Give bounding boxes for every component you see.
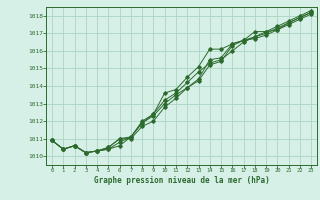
X-axis label: Graphe pression niveau de la mer (hPa): Graphe pression niveau de la mer (hPa): [94, 176, 269, 185]
